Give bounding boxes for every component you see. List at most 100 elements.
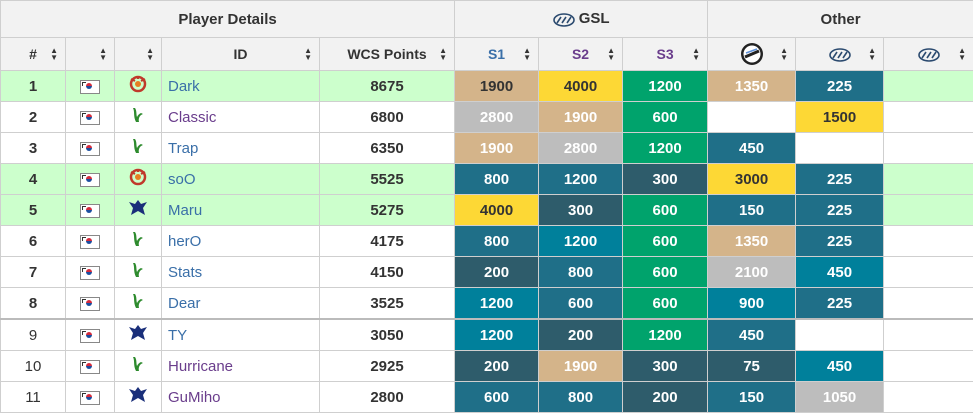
other3-cell (883, 163, 973, 195)
s1-cell: 1900 (454, 70, 540, 102)
terran-race-icon (128, 386, 148, 408)
other2-cell: 225 (795, 194, 885, 226)
race-cell (114, 194, 162, 226)
rank-cell: 10 (0, 350, 66, 382)
rank-cell: 9 (0, 318, 66, 351)
flag-cell (65, 70, 115, 102)
other2-cell: 225 (795, 225, 885, 257)
flag-cell (65, 287, 115, 320)
other1-cell: 75 (707, 350, 797, 382)
player-id-link[interactable]: Trap (161, 132, 320, 164)
race-cell (114, 225, 162, 257)
points-header-label: WCS Points (347, 46, 427, 62)
other1-cell: 900 (707, 287, 797, 320)
race-cell (114, 70, 162, 102)
player-id-link[interactable]: Maru (161, 194, 320, 226)
gsl-group-header: GSL (454, 0, 709, 38)
circle-logo-icon (740, 43, 763, 65)
other3-cell (883, 225, 973, 257)
korea-flag-icon (80, 234, 100, 249)
race-cell (114, 287, 162, 320)
table-row: 7 Stats 4150 200 800 600 2100 450 (0, 256, 973, 288)
player-id-link[interactable]: herO (161, 225, 320, 257)
s1-cell: 600 (454, 381, 540, 413)
rank-cell: 1 (0, 70, 66, 102)
s1-cell: 800 (454, 163, 540, 195)
other1-cell: 2100 (707, 256, 797, 288)
gsl-group-label: GSL (578, 10, 610, 28)
points-cell: 4175 (318, 225, 456, 257)
s2-cell: 800 (538, 381, 624, 413)
korea-flag-icon (80, 79, 100, 94)
sort-icon: ▲ ▼ (692, 46, 701, 62)
other2-column-header[interactable]: ▲ ▼ (795, 37, 885, 71)
sort-icon: ▲ ▼ (868, 46, 877, 62)
s3-cell: 1200 (622, 132, 709, 164)
other3-cell (883, 350, 973, 382)
player-id-link[interactable]: Stats (161, 256, 320, 288)
rank-cell: 8 (0, 287, 66, 320)
zerg-race-icon (129, 168, 147, 190)
points-column-header[interactable]: WCS Points ▲ ▼ (318, 37, 456, 71)
player-id-link[interactable]: soO (161, 163, 320, 195)
other2-cell: 1050 (795, 381, 885, 413)
s1-cell: 1200 (454, 318, 540, 351)
flag-cell (65, 101, 115, 133)
gsl-logo-icon (552, 12, 575, 27)
protoss-race-icon (130, 261, 146, 283)
player-id-link[interactable]: Dark (161, 70, 320, 102)
table-row: 1 Dark 8675 1900 4000 1200 1350 225 (0, 70, 973, 102)
korea-flag-icon (80, 296, 100, 311)
table-row: 2 Classic 6800 2800 1900 600 1500 (0, 101, 973, 133)
other3-cell (883, 318, 973, 351)
s2-cell: 600 (538, 287, 624, 320)
rank-cell: 11 (0, 381, 66, 413)
player-id-link[interactable]: Dear (161, 287, 320, 320)
other2-cell: 225 (795, 287, 885, 320)
race-cell (114, 350, 162, 382)
player-id-link[interactable]: Hurricane (161, 350, 320, 382)
other3-column-header[interactable]: ▲ ▼ (883, 37, 973, 71)
s2-header-label: S2 (571, 46, 590, 62)
korea-flag-icon (80, 110, 100, 125)
race-column-header[interactable]: ▲ ▼ (114, 37, 162, 71)
other1-column-header[interactable]: ▲ ▼ (707, 37, 797, 71)
sort-icon: ▲ ▼ (146, 46, 154, 62)
other1-cell: 1350 (707, 225, 797, 257)
s3-cell: 300 (622, 350, 709, 382)
flag-cell (65, 163, 115, 195)
sort-icon: ▲ ▼ (607, 46, 616, 62)
flag-cell (65, 132, 115, 164)
s1-cell: 200 (454, 350, 540, 382)
s1-cell: 2800 (454, 101, 540, 133)
rank-cell: 7 (0, 256, 66, 288)
s3-column-header[interactable]: S3 ▲ ▼ (622, 37, 709, 71)
other1-cell (707, 101, 797, 133)
flag-column-header[interactable]: ▲ ▼ (65, 37, 115, 71)
sort-icon: ▲ ▼ (439, 46, 448, 62)
s2-column-header[interactable]: S2 ▲ ▼ (538, 37, 624, 71)
other1-cell: 450 (707, 318, 797, 351)
table-row: 5 Maru 5275 4000 300 600 150 225 (0, 194, 973, 226)
points-cell: 3050 (318, 318, 456, 351)
points-cell: 2925 (318, 350, 456, 382)
s2-cell: 200 (538, 318, 624, 351)
s1-column-header[interactable]: S1 ▲ ▼ (454, 37, 540, 71)
flag-cell (65, 381, 115, 413)
points-cell: 3525 (318, 287, 456, 320)
other3-cell (883, 287, 973, 320)
race-cell (114, 101, 162, 133)
s2-cell: 1900 (538, 101, 624, 133)
gsl-logo-icon (917, 47, 940, 62)
table-row: 11 GuMiho 2800 600 800 200 150 1050 (0, 381, 973, 413)
rank-column-header[interactable]: # ▲ ▼ (0, 37, 66, 71)
terran-race-icon (128, 199, 148, 221)
player-id-link[interactable]: GuMiho (161, 381, 320, 413)
sort-icon: ▲ ▼ (523, 46, 532, 62)
rank-cell: 3 (0, 132, 66, 164)
player-id-link[interactable]: Classic (161, 101, 320, 133)
player-id-link[interactable]: TY (161, 318, 320, 351)
s1-cell: 1200 (454, 287, 540, 320)
id-column-header[interactable]: ID ▲ ▼ (161, 37, 320, 71)
s3-header-label: S3 (656, 46, 674, 62)
